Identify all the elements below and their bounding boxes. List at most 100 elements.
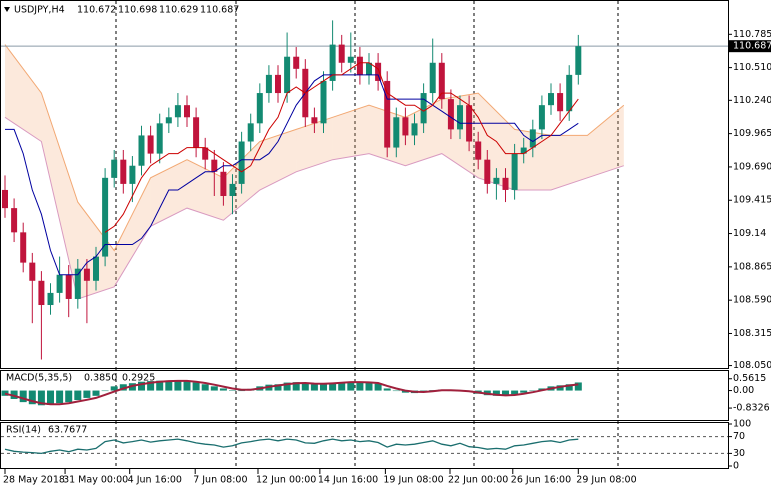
- macd-bar: [10, 390, 18, 399]
- rsi-line: [4, 438, 579, 455]
- macd-bar: [520, 390, 528, 393]
- macd-bar: [529, 390, 537, 392]
- y-tick-label: 109.415: [733, 195, 771, 206]
- macd-bar: [401, 390, 409, 393]
- candle-body: [174, 105, 181, 118]
- y-tick-label: 30: [733, 448, 745, 459]
- cloud-segment: [587, 105, 624, 178]
- macd-bar: [65, 390, 73, 403]
- macd-bar: [1, 390, 9, 396]
- macd-bar: [347, 381, 355, 391]
- candle-body: [193, 117, 200, 148]
- y-tick-label: 108.315: [733, 328, 771, 339]
- macd-bar: [283, 382, 291, 391]
- candle-body: [511, 153, 518, 190]
- macd-bar: [37, 390, 45, 406]
- candle-body: [438, 62, 445, 100]
- candle-body: [420, 93, 427, 124]
- y-tick-label: 110.240: [733, 95, 771, 106]
- macd-bar: [301, 383, 309, 391]
- candle-body: [475, 141, 482, 160]
- tenkan-line: [104, 62, 579, 233]
- candle-body: [347, 56, 354, 63]
- macd-bar: [174, 380, 182, 391]
- macd-bar: [356, 382, 364, 391]
- macd-bar: [338, 382, 346, 391]
- macd-bar: [511, 390, 519, 395]
- macd-bar: [329, 382, 337, 391]
- macd-bar: [374, 383, 382, 391]
- macd-bar: [238, 390, 246, 392]
- macd-bar: [83, 390, 91, 398]
- candle-body: [538, 105, 545, 130]
- macd-bar: [28, 390, 36, 405]
- candle-body: [265, 74, 272, 94]
- y-tick-label: 109.690: [733, 161, 771, 172]
- macd-bar: [565, 384, 573, 391]
- candle-body: [65, 274, 72, 299]
- x-tick-label: 28 May 2018: [3, 475, 65, 486]
- x-tick-label: 4 Jun 16:00: [128, 475, 182, 486]
- cloud-segment: [150, 159, 188, 227]
- macd-bar: [556, 385, 564, 391]
- macd-bar: [110, 386, 118, 391]
- y-tick-label: 110.785: [733, 29, 771, 40]
- candle-body: [493, 177, 500, 184]
- macd-signal: [4, 379, 579, 406]
- y-tick-label: 0.5615: [733, 373, 766, 384]
- price-panel: [0, 0, 729, 369]
- candle-body: [138, 135, 145, 166]
- x-tick-label: 26 Jun 16:00: [511, 475, 571, 486]
- candle-body: [284, 56, 291, 94]
- candle-body: [83, 268, 90, 281]
- menu-arrow[interactable]: [4, 7, 10, 12]
- macd-bar: [165, 380, 173, 391]
- candle-body: [147, 135, 154, 154]
- candle-body: [38, 280, 45, 306]
- candle-body: [247, 123, 254, 142]
- candle-body: [429, 62, 436, 94]
- candle-body: [375, 62, 382, 81]
- macd-bar: [210, 386, 218, 391]
- macd-bar: [502, 390, 510, 396]
- cloud-segment: [5, 44, 42, 142]
- price-label: 110.687: [733, 41, 771, 52]
- candle-body: [457, 105, 464, 130]
- cloud-segment: [332, 105, 370, 160]
- macd-legend-value: 0.2925: [122, 373, 155, 384]
- candle-body: [529, 129, 536, 148]
- macd-bar: [219, 388, 227, 391]
- cloud-segment: [114, 177, 151, 287]
- cloud-span-b: [4, 116, 624, 300]
- x-tick-label: 22 Jun 00:00: [448, 475, 508, 486]
- y-tick-label: 100: [733, 419, 751, 430]
- rsi-panel: [0, 422, 729, 469]
- y-tick-label: -0.8326: [733, 403, 770, 414]
- macd-bar: [229, 390, 237, 391]
- candle-body: [320, 80, 327, 124]
- candle-body: [20, 232, 27, 263]
- macd-label: MACD(5,35,5): [6, 373, 72, 384]
- cloud-segment: [551, 135, 588, 190]
- candle-body: [256, 93, 263, 124]
- macd-bar: [310, 384, 318, 391]
- macd-bar: [201, 384, 209, 391]
- candle-body: [329, 44, 336, 81]
- macd-bar: [392, 390, 400, 392]
- y-tick-label: 108.050: [733, 360, 771, 371]
- candle-body: [520, 147, 527, 154]
- macd-bar: [119, 384, 127, 391]
- y-tick-label: 0: [733, 461, 739, 472]
- candle-body: [102, 177, 109, 257]
- candle-body: [2, 189, 9, 209]
- candle-body: [165, 117, 172, 124]
- candle-body: [229, 183, 236, 197]
- candle-body: [156, 123, 163, 154]
- candle-body: [356, 56, 363, 75]
- candle-body: [202, 147, 209, 160]
- candle-body: [311, 117, 318, 124]
- macd-bar: [56, 390, 64, 404]
- candle-body: [393, 117, 400, 148]
- y-tick-label: 108.590: [733, 295, 771, 306]
- macd-bar: [19, 390, 27, 403]
